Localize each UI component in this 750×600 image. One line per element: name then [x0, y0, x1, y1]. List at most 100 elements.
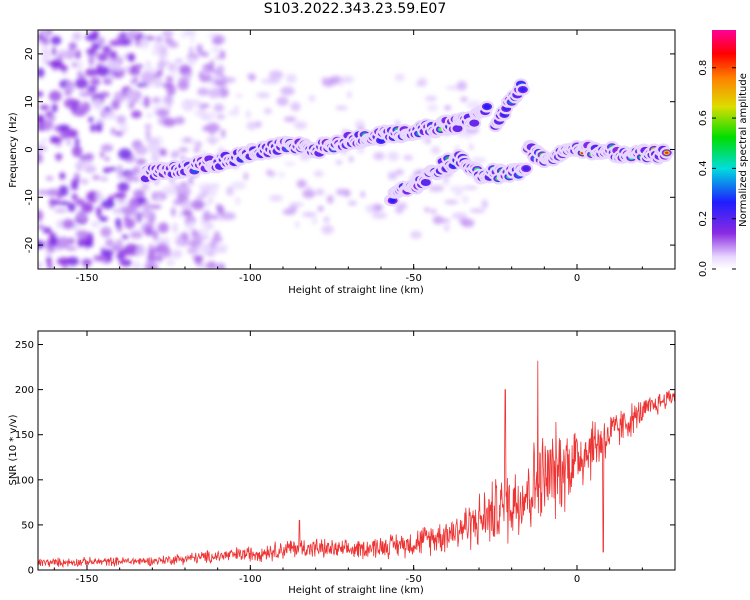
- noise-blob: [66, 139, 72, 146]
- noise-blob: [101, 199, 115, 210]
- noise-blob: [280, 86, 295, 96]
- noise-blob: [147, 265, 155, 269]
- noise-blob: [209, 214, 219, 221]
- noise-blob: [152, 76, 163, 88]
- noise-blob: [170, 150, 179, 159]
- ridge-spur: [488, 78, 530, 133]
- noise-blob: [185, 214, 196, 226]
- noise-blob: [134, 176, 140, 182]
- noise-blob: [91, 30, 99, 40]
- noise-blob: [207, 198, 214, 203]
- noise-blob: [191, 199, 205, 211]
- x-tick-label: -100: [239, 574, 262, 585]
- noise-blob: [444, 199, 459, 205]
- noise-blob: [167, 41, 179, 49]
- x-tick-label: -50: [405, 574, 421, 585]
- noise-blob: [197, 242, 212, 255]
- noise-blob: [195, 141, 202, 149]
- noise-blob: [71, 109, 86, 117]
- noise-blob: [115, 199, 128, 205]
- y-tick-label: 200: [15, 385, 34, 396]
- ridge-cell: [469, 119, 480, 127]
- noise-blob: [84, 153, 94, 162]
- noise-blob: [155, 242, 169, 253]
- noise-blob: [202, 210, 211, 223]
- noise-blob: [119, 122, 129, 134]
- noise-blob: [365, 204, 376, 214]
- noise-blob: [56, 49, 70, 56]
- noise-blob: [266, 169, 272, 176]
- noise-blob: [132, 64, 144, 69]
- noise-blob: [213, 230, 221, 240]
- noise-blob: [152, 49, 157, 56]
- noise-blob: [449, 185, 465, 193]
- noise-blob: [196, 256, 202, 262]
- noise-blob: [130, 199, 139, 204]
- noise-blob: [171, 207, 176, 217]
- noise-blob: [41, 138, 47, 144]
- noise-blob: [205, 261, 218, 269]
- y-tick-label: 150: [15, 430, 34, 441]
- noise-blob: [135, 158, 147, 165]
- noise-blob: [463, 185, 479, 190]
- noise-blob: [38, 142, 43, 147]
- y-tick-label: -20: [24, 237, 35, 253]
- noise-blob: [146, 253, 157, 263]
- noise-blob: [410, 230, 422, 240]
- noise-blob: [102, 45, 111, 54]
- noise-blob: [456, 80, 467, 91]
- y-tick-label: 10: [24, 95, 35, 108]
- noise-blob: [97, 52, 109, 62]
- noise-blob: [284, 161, 296, 166]
- noise-blob: [269, 194, 283, 202]
- colorbar-gradient: [712, 30, 736, 269]
- noise-blob: [424, 95, 437, 102]
- noise-blob: [129, 230, 143, 239]
- noise-blob: [167, 104, 172, 110]
- noise-blob: [212, 184, 219, 194]
- noise-blob: [290, 101, 301, 112]
- noise-blob: [451, 212, 468, 220]
- noise-blob: [268, 74, 281, 83]
- x-tick-label: -150: [76, 273, 99, 284]
- noise-blob: [347, 200, 357, 206]
- colorbar: 0.0 0.2 0.4 0.6 0.8 Normalized spectral ampl…: [698, 30, 749, 277]
- noise-blob: [100, 176, 108, 182]
- noise-blob: [189, 100, 202, 108]
- spectrogram-xlabel: Height of straight line (km): [288, 285, 424, 296]
- noise-blob: [283, 116, 297, 122]
- noise-blob: [202, 69, 211, 76]
- colorbar-tick-label: 0.2: [698, 211, 709, 227]
- noise-blob: [125, 172, 135, 183]
- noise-blob: [46, 256, 52, 265]
- snr-axes: -150 -100 -50 0 0 50 100 150 200 250: [15, 331, 676, 585]
- noise-blob: [216, 64, 225, 75]
- noise-blob: [195, 194, 206, 199]
- noise-blob: [260, 78, 272, 84]
- spectrogram-marks: [38, 30, 674, 269]
- noise-blob: [96, 206, 102, 218]
- noise-blob: [80, 101, 91, 113]
- colorbar-tick-label: 0.4: [698, 160, 709, 176]
- noise-blob: [56, 219, 64, 229]
- noise-blob: [42, 39, 50, 45]
- noise-blob: [149, 204, 162, 209]
- noise-blob: [150, 152, 160, 164]
- noise-blob: [424, 207, 430, 213]
- snr-ylabel: SNR (10 * v/v): [8, 414, 19, 485]
- noise-blob: [116, 114, 126, 125]
- noise-blob: [116, 34, 124, 43]
- noise-blob: [466, 134, 471, 140]
- noise-blob: [161, 83, 174, 88]
- noise-blob: [128, 67, 141, 76]
- noise-blob: [154, 110, 166, 116]
- noise-blob: [113, 91, 126, 103]
- noise-blob: [121, 234, 129, 240]
- noise-blob: [78, 60, 83, 72]
- noise-blob: [40, 47, 48, 53]
- noise-blob: [209, 59, 215, 72]
- noise-blob: [146, 112, 153, 119]
- noise-blob: [155, 195, 162, 203]
- noise-blob: [87, 86, 97, 91]
